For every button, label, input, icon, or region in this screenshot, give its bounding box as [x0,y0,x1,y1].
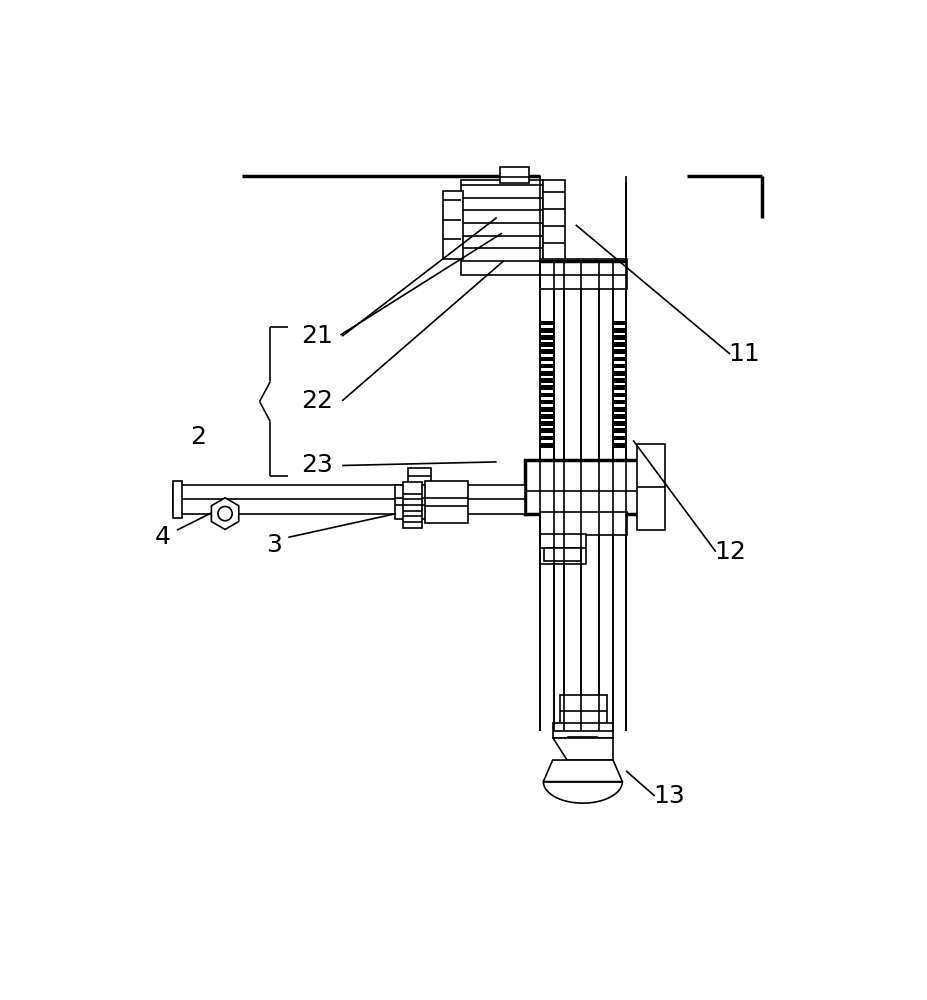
Bar [613,393,626,397]
Bar [395,485,430,519]
Bar [613,436,626,440]
Bar [613,443,626,448]
Bar [613,371,626,376]
Bar [403,482,422,528]
Text: 22: 22 [301,389,333,413]
Bar [613,342,626,347]
Bar [540,443,554,448]
Bar [408,468,430,485]
Bar [526,460,662,514]
Bar [540,335,554,340]
Bar [560,695,606,724]
Bar [613,349,626,354]
Bar [613,357,626,361]
Bar [540,259,628,289]
Text: 11: 11 [729,342,760,366]
Bar [613,414,626,419]
Bar [613,364,626,368]
Bar [540,349,554,354]
Bar [540,364,554,368]
Bar [613,321,626,325]
Bar [613,407,626,412]
Bar [540,371,554,376]
Text: 2: 2 [190,425,207,449]
Bar [613,335,626,340]
Polygon shape [211,498,239,529]
Bar [540,414,554,419]
Text: 21: 21 [301,324,333,348]
Bar [540,378,554,383]
Polygon shape [543,760,622,782]
Circle shape [218,507,232,521]
Bar [568,737,597,760]
Bar [540,428,554,433]
Bar [540,436,554,440]
Bar [552,723,613,738]
Bar [637,444,666,530]
Bar [425,481,468,523]
Bar [540,357,554,361]
Bar [540,328,554,333]
Polygon shape [552,738,613,760]
Bar [613,328,626,333]
Bar [613,378,626,383]
Bar [540,321,554,325]
Bar [543,180,565,261]
Bar [540,421,554,426]
Bar [540,407,554,412]
Bar [613,421,626,426]
Bar [544,548,581,561]
Bar [540,534,587,564]
Bar [613,428,626,433]
Text: 13: 13 [654,784,685,808]
Text: 4: 4 [155,525,171,549]
Text: 12: 12 [714,540,746,564]
Bar [540,400,554,404]
Bar [540,393,554,397]
Bar [613,385,626,390]
Bar [461,180,543,275]
Text: 23: 23 [301,453,333,477]
Bar [173,485,526,514]
Bar [540,385,554,390]
Bar [613,400,626,404]
Bar [540,342,554,347]
Bar [443,191,463,259]
Bar [173,481,182,518]
Bar [540,512,628,535]
Bar [501,167,529,183]
Text: 3: 3 [266,533,282,557]
